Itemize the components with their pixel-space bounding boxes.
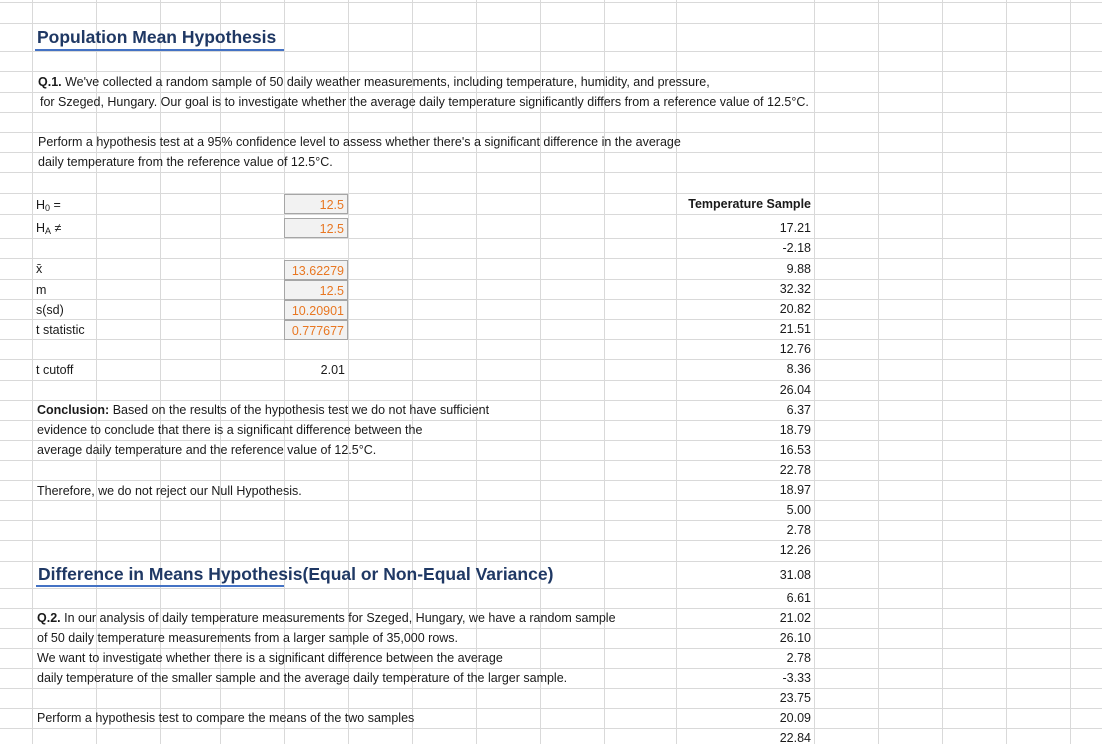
task1-line1: Perform a hypothesis test at a 95% confi…	[38, 135, 681, 149]
ha-label: HA ≠	[36, 221, 62, 236]
xbar-label: x̄	[36, 262, 43, 276]
temperature-sample-cell[interactable]: 2.78	[786, 523, 811, 537]
temperature-sample-cell[interactable]: 22.78	[779, 463, 811, 477]
temperature-sample-cell[interactable]: 26.04	[779, 383, 811, 397]
conclusion-line2: evidence to conclude that there is a sig…	[37, 423, 423, 437]
q2-line1: Q.2. In our analysis of daily temperatur…	[37, 611, 616, 625]
m-label: m	[36, 283, 47, 297]
t-cutoff-value-cell[interactable]: 2.01	[320, 363, 345, 377]
section2-title: Difference in Means Hypothesis(Equal or …	[38, 564, 554, 584]
temperature-sample-header: Temperature Sample	[688, 197, 811, 211]
sd-value-cell[interactable]: 10.20901	[284, 300, 348, 320]
temperature-sample-cell[interactable]: 16.53	[779, 443, 811, 457]
conclusion-line3: average daily temperature and the refere…	[37, 443, 377, 457]
temperature-sample-cell[interactable]: 12.76	[779, 342, 811, 356]
temperature-sample-cell[interactable]: 12.26	[779, 543, 811, 557]
temperature-sample-cell[interactable]: 26.10	[779, 631, 811, 645]
temperature-sample-cell[interactable]: -2.18	[782, 241, 812, 255]
m-value-cell[interactable]: 12.5	[284, 280, 348, 300]
temperature-sample-cell[interactable]: 23.75	[779, 691, 811, 705]
q1-line2: for Szeged, Hungary. Our goal is to inve…	[40, 95, 809, 109]
temperature-sample-cell[interactable]: 21.51	[779, 322, 811, 336]
t-statistic-value-cell[interactable]: 0.777677	[284, 320, 348, 340]
section1-title: Population Mean Hypothesis	[37, 27, 277, 47]
temperature-sample-cell[interactable]: 22.84	[779, 731, 811, 744]
ha-value-cell[interactable]: 12.5	[284, 218, 348, 238]
task1-line2: daily temperature from the reference val…	[38, 155, 333, 169]
q1-text1: We've collected a random sample of 50 da…	[61, 75, 710, 89]
section2-title-underline	[36, 585, 284, 587]
therefore-text: Therefore, we do not reject our Null Hyp…	[37, 484, 302, 498]
section1-title-underline	[35, 49, 284, 51]
q2-label: Q.2.	[37, 611, 61, 625]
temperature-sample-cell[interactable]: 20.09	[779, 711, 811, 725]
temperature-sample-cell[interactable]: 9.88	[786, 262, 811, 276]
t-cutoff-label: t cutoff	[36, 363, 74, 377]
temperature-sample-cell[interactable]: 6.61	[786, 591, 811, 605]
h0-label: H0 =	[36, 198, 61, 213]
temperature-sample-cell[interactable]: 8.36	[786, 362, 811, 376]
q1-line1: Q.1. We've collected a random sample of …	[38, 72, 710, 92]
temperature-sample-cell[interactable]: -3.33	[782, 671, 812, 685]
temperature-sample-cell[interactable]: 32.32	[779, 282, 811, 296]
q2-line2: of 50 daily temperature measurements fro…	[37, 631, 459, 645]
conclusion-label: Conclusion:	[37, 403, 110, 417]
temperature-sample-cell[interactable]: 21.02	[779, 611, 811, 625]
conclusion-line1: Conclusion: Based on the results of the …	[37, 403, 490, 417]
h0-value-cell[interactable]: 12.5	[284, 194, 348, 214]
temperature-sample-cell[interactable]: 20.82	[779, 302, 811, 316]
temperature-sample-cell[interactable]: 5.00	[786, 503, 811, 517]
task2-line1: Perform a hypothesis test to compare the…	[37, 711, 415, 725]
sd-label: s(sd)	[36, 303, 64, 317]
xbar-value-cell[interactable]: 13.62279	[284, 260, 348, 280]
q2-line3: We want to investigate whether there is …	[37, 651, 503, 665]
q1-label: Q.1.	[38, 75, 62, 89]
q2-line4: daily temperature of the smaller sample …	[37, 671, 568, 685]
temperature-sample-cell[interactable]: 31.08	[779, 568, 811, 582]
temperature-sample-cell[interactable]: 6.37	[786, 403, 811, 417]
temperature-sample-cell[interactable]: 18.97	[779, 483, 811, 497]
temperature-sample-cell[interactable]: 2.78	[786, 651, 811, 665]
t-statistic-label: t statistic	[36, 323, 85, 337]
temperature-sample-cell[interactable]: 17.21	[779, 221, 811, 235]
temperature-sample-cell[interactable]: 18.79	[779, 423, 811, 437]
